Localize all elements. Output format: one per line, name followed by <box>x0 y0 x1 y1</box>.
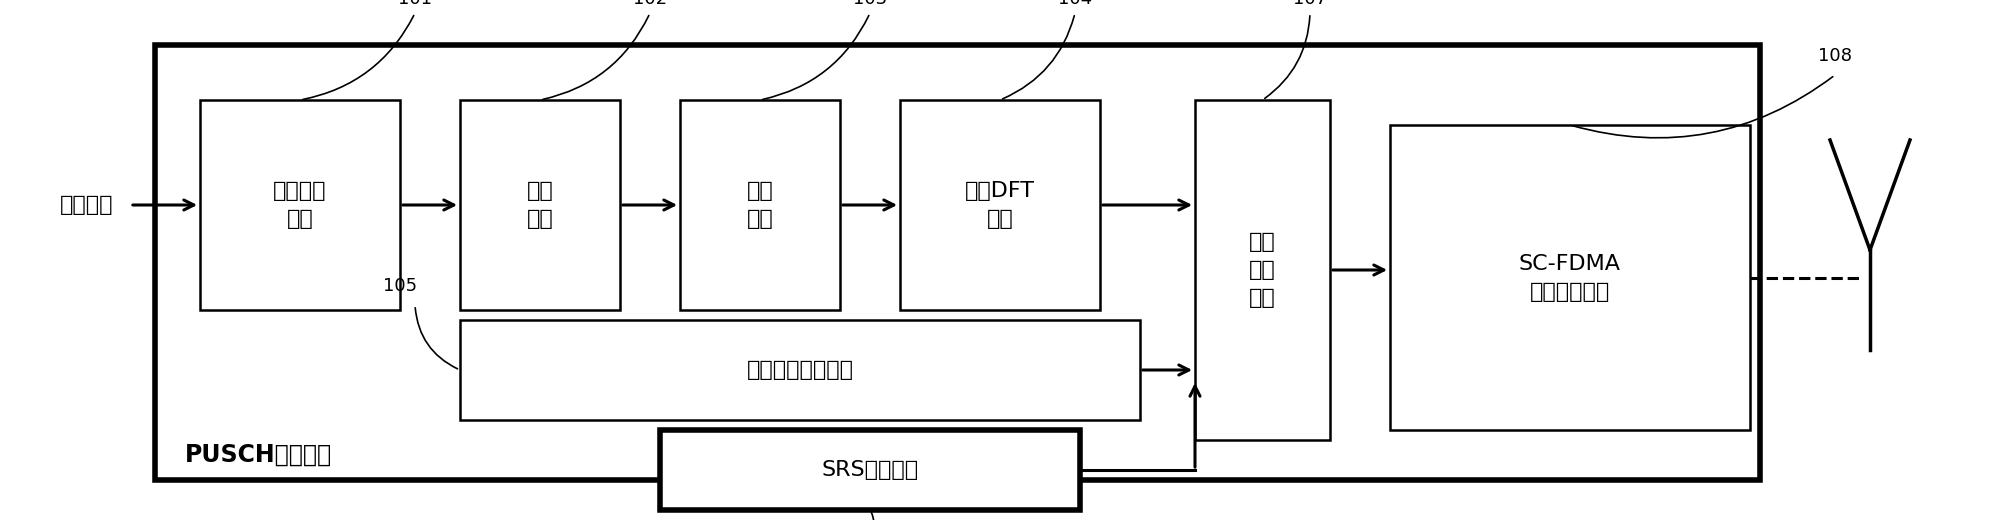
Text: 105: 105 <box>384 277 418 295</box>
Text: 加扰
单元: 加扰 单元 <box>527 181 553 229</box>
Bar <box>200 100 400 310</box>
Text: SRS发送单元: SRS发送单元 <box>821 460 919 480</box>
Bar <box>460 100 619 310</box>
Text: 108: 108 <box>1818 47 1852 65</box>
Text: 资源
映射
单元: 资源 映射 单元 <box>1249 232 1277 308</box>
Bar <box>1391 125 1750 430</box>
Text: 107: 107 <box>1293 0 1327 8</box>
Text: 业务映射
单元: 业务映射 单元 <box>274 181 328 229</box>
Text: PUSCH发送模块: PUSCH发送模块 <box>186 443 332 467</box>
Bar <box>156 45 1760 480</box>
Text: 调制
单元: 调制 单元 <box>747 181 773 229</box>
Text: 101: 101 <box>398 0 432 8</box>
Bar <box>1195 100 1331 440</box>
Text: 102: 102 <box>633 0 667 8</box>
Bar <box>679 100 839 310</box>
Bar <box>899 100 1101 310</box>
Text: 参考符号生成单元: 参考符号生成单元 <box>747 360 853 380</box>
Bar <box>659 430 1081 510</box>
Bar <box>460 320 1141 420</box>
Text: 分组DFT
单元: 分组DFT 单元 <box>965 181 1035 229</box>
Text: 码字比特: 码字比特 <box>60 195 114 215</box>
Text: SC-FDMA
基带处理单元: SC-FDMA 基带处理单元 <box>1518 253 1620 302</box>
Text: 103: 103 <box>853 0 887 8</box>
Text: 104: 104 <box>1057 0 1093 8</box>
